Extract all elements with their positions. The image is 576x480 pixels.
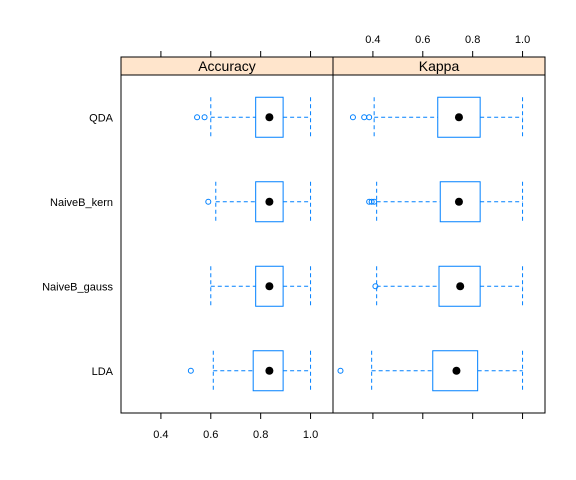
tick-label: 0.6: [203, 429, 218, 441]
category-label: LDA: [92, 366, 114, 378]
median-point: [456, 282, 465, 291]
outlier-point: [361, 114, 368, 121]
panel-frame: [120, 56, 334, 414]
panel-strip-label: Kappa: [419, 58, 460, 74]
tick-label: 1.0: [515, 34, 530, 46]
tick-label: 0.6: [415, 34, 430, 46]
box-plot-LDA: [337, 350, 524, 392]
chart-labels: QDA NaiveB_kern NaiveB_gauss LDA Accuracy 0.4…: [42, 34, 530, 441]
outlier-point: [366, 114, 373, 121]
outlier-point: [349, 114, 356, 121]
box-plot-NaiveB_kern: [205, 181, 312, 223]
iqr-box: [437, 96, 481, 138]
category-label: NaiveB_kern: [50, 197, 113, 209]
box-plot-marks: [187, 96, 524, 392]
iqr-box: [438, 265, 481, 307]
iqr-box: [255, 96, 284, 138]
box-plot-LDA: [187, 350, 312, 392]
panel-strip-label: Accuracy: [198, 58, 256, 74]
outlier-point: [194, 114, 201, 121]
category-label: QDA: [89, 112, 114, 124]
tick-label: 0.8: [253, 429, 268, 441]
box-plot-QDA: [349, 96, 524, 138]
outlier-point: [201, 114, 208, 121]
median-point: [452, 366, 461, 375]
panel-frame: [332, 56, 546, 414]
iqr-box: [252, 350, 284, 392]
tick-label: 0.4: [365, 34, 380, 46]
tick-label: 1.0: [303, 429, 318, 441]
box-plot-NaiveB_kern: [366, 181, 524, 223]
median-point: [265, 197, 274, 206]
iqr-box: [255, 265, 284, 307]
iqr-box: [255, 181, 284, 223]
iqr-box: [432, 350, 479, 392]
box-plot-NaiveB_gauss: [210, 265, 312, 307]
outlier-point: [205, 198, 212, 205]
outlier-point: [337, 367, 344, 374]
tick-label: 0.4: [153, 429, 168, 441]
box-plot-QDA: [194, 96, 312, 138]
box-plot-NaiveB_gauss: [372, 265, 524, 307]
outlier-point: [187, 367, 194, 374]
median-point: [265, 366, 274, 375]
iqr-box: [439, 181, 481, 223]
outlier-point: [372, 283, 379, 290]
category-label: NaiveB_gauss: [42, 281, 113, 293]
median-point: [454, 197, 463, 206]
median-point: [265, 113, 274, 122]
outlier-point: [368, 198, 375, 205]
tick-label: 0.8: [465, 34, 480, 46]
median-point: [454, 113, 463, 122]
outlier-point: [371, 198, 378, 205]
median-point: [265, 282, 274, 291]
panel-frames: [120, 51, 546, 419]
